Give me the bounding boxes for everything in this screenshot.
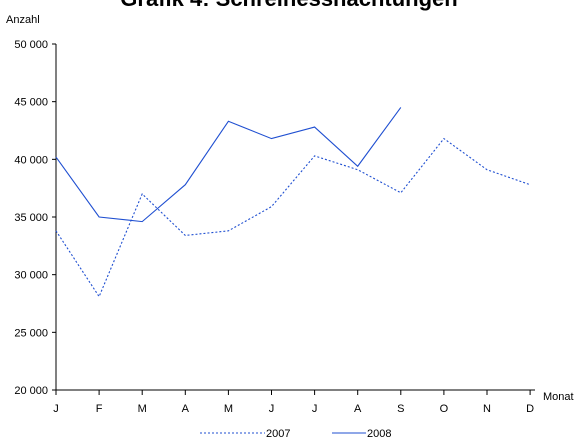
- series-line-2008: [55, 107, 402, 223]
- y-tick-label: 25 000: [14, 327, 48, 339]
- x-tick-label: O: [440, 403, 449, 415]
- y-tick-label: 35 000: [14, 212, 48, 224]
- series-line-2007: [55, 137, 531, 298]
- x-tick-label: J: [53, 403, 59, 415]
- x-tick-label: F: [96, 403, 103, 415]
- x-tick-label: A: [354, 403, 362, 415]
- legend-label-2007: 2007: [266, 428, 290, 439]
- legend-label-2008: 2008: [367, 428, 391, 439]
- y-ticks: 20 000 25 000 30 000 35 000 40 000 45 000 50 0…: [14, 39, 56, 397]
- x-tick-label: A: [182, 403, 190, 415]
- y-tick-label: 20 000: [14, 385, 48, 397]
- y-tick-label: 50 000: [14, 39, 48, 51]
- x-tick-label: J: [312, 403, 318, 415]
- x-tick-label: M: [224, 403, 233, 415]
- y-tick-label: 45 000: [14, 97, 48, 109]
- y-tick-label: 30 000: [14, 270, 48, 282]
- chart-title: Grafik 4: Schreinessnachtungen: [120, 0, 457, 11]
- y-tick-label: 40 000: [14, 154, 48, 166]
- x-tick-label: N: [483, 403, 491, 415]
- x-axis-label: Monat: [543, 391, 574, 403]
- x-tick-label: S: [397, 403, 404, 415]
- x-tick-label: M: [138, 403, 147, 415]
- x-tick-label: J: [269, 403, 275, 415]
- x-tick-label: D: [526, 403, 534, 415]
- y-axis-label: Anzahl: [6, 14, 40, 26]
- series-lines: [55, 107, 531, 298]
- legend: 2007 2008: [200, 428, 391, 439]
